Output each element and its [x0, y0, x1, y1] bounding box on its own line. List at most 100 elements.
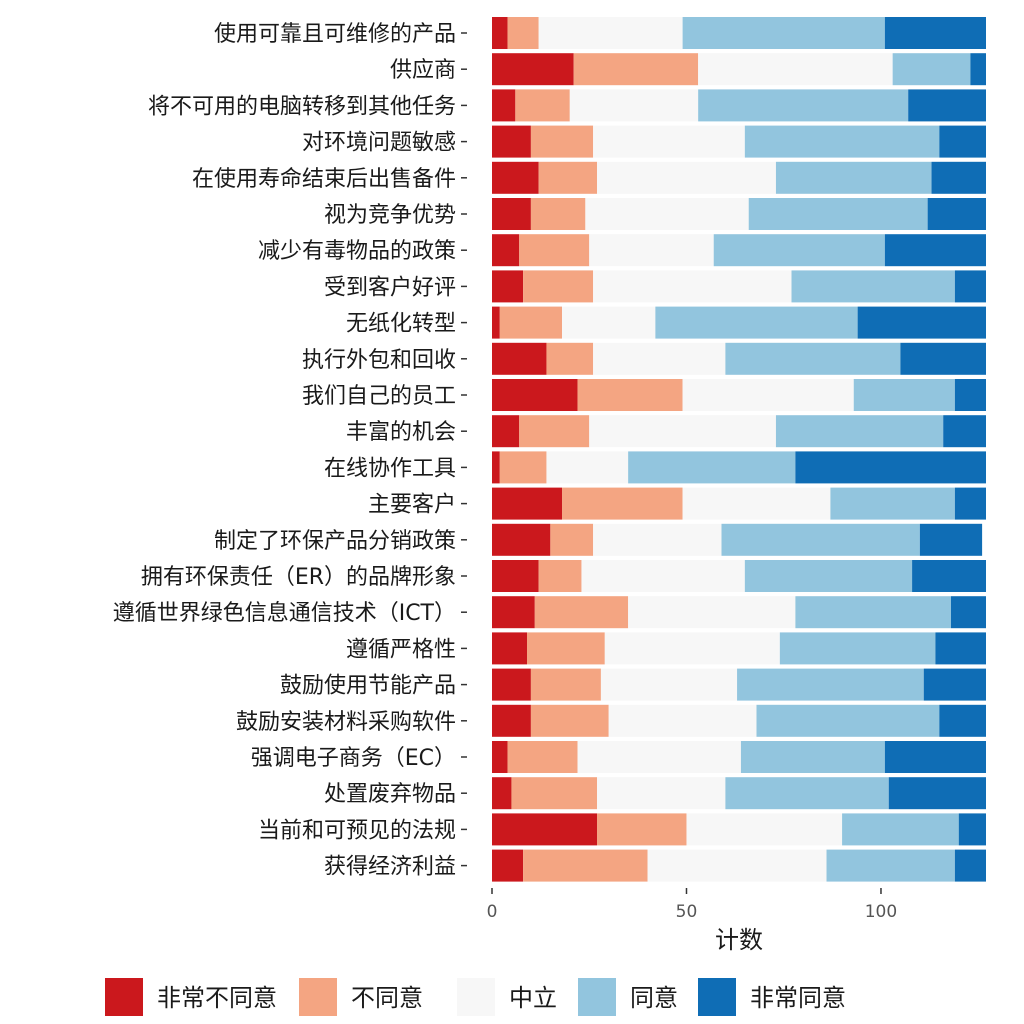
bar-segment	[698, 89, 909, 122]
bar-segment	[597, 161, 776, 194]
category-label: 拥有环保责任（ER）的品牌形象	[141, 565, 456, 590]
legend-swatch	[299, 978, 337, 1016]
bar-segment	[857, 306, 986, 339]
bar-segment	[740, 741, 885, 773]
bar-segment	[853, 379, 955, 411]
bar-segment	[647, 849, 827, 882]
category-label: 获得经济利益	[324, 855, 456, 880]
legend-swatch	[457, 978, 495, 1016]
legend-swatch	[698, 978, 736, 1016]
category-label: 使用可靠且可维修的产品	[214, 22, 456, 47]
bar-segment	[888, 777, 986, 810]
bar-segment	[492, 451, 500, 484]
bar-segment	[927, 198, 986, 230]
bar-segment	[492, 53, 574, 86]
bar-segment	[795, 596, 951, 629]
bar-segment	[884, 17, 986, 49]
bar-segment	[628, 451, 796, 484]
x-tick-label: 100	[865, 902, 897, 922]
bar-segment	[737, 668, 924, 701]
bar-segment	[530, 198, 586, 230]
category-label: 鼓励使用节能产品	[280, 674, 456, 699]
legend-swatch	[105, 978, 143, 1016]
bar-segment	[492, 596, 535, 629]
category-label: 当前和可预见的法规	[258, 818, 456, 843]
bar-segment	[530, 704, 609, 737]
bar-segment	[698, 53, 893, 86]
category-labels: 使用可靠且可维修的产品供应商将不可用的电脑转移到其他任务对环境问题敏感在使用寿命…	[113, 22, 456, 880]
bar-segment	[492, 777, 512, 810]
category-label: 我们自己的员工	[302, 384, 456, 409]
bars-layer	[492, 17, 986, 882]
bar-segment	[597, 777, 726, 810]
bar-segment	[756, 704, 940, 737]
bar-segment	[775, 415, 944, 448]
bar-segment	[748, 198, 928, 230]
bar-segment	[492, 379, 578, 411]
bar-segment	[593, 523, 722, 556]
bar-segment	[562, 487, 683, 520]
bar-segment	[725, 342, 901, 375]
bar-segment	[593, 125, 745, 158]
bar-segment	[519, 415, 590, 448]
legend-label: 非常不同意	[157, 984, 277, 1012]
bar-segment	[884, 741, 986, 773]
bar-segment	[600, 668, 738, 701]
category-label: 遵循严格性	[346, 637, 456, 662]
bar-segment	[795, 451, 986, 484]
bar-segment	[900, 342, 986, 375]
bar-segment	[744, 125, 940, 158]
bar-segment	[546, 451, 629, 484]
bar-segment	[826, 849, 955, 882]
category-label: 将不可用的电脑转移到其他任务	[148, 94, 456, 119]
bar-segment	[939, 704, 986, 737]
legend-label: 中立	[509, 984, 557, 1012]
bar-segment	[935, 632, 986, 665]
bar-segment	[492, 89, 516, 122]
bar-segment	[919, 523, 983, 556]
legend: 非常不同意 不同意 中立 同意 非常同意	[105, 978, 846, 1016]
bar-segment	[492, 523, 551, 556]
bar-segment	[970, 53, 986, 86]
bar-segment	[492, 487, 563, 520]
bar-segment	[954, 849, 986, 882]
bar-segment	[608, 704, 757, 737]
bar-segment	[585, 198, 749, 230]
bar-segment	[523, 849, 648, 882]
category-label: 减少有毒物品的政策	[258, 239, 456, 264]
bar-segment	[492, 668, 531, 701]
bar-segment	[492, 198, 531, 230]
bar-segment	[492, 17, 508, 49]
bar-segment	[577, 741, 741, 773]
category-label: 处置废弃物品	[324, 782, 456, 807]
category-label: 遵循世界绿色信息通信技术（ICT）	[113, 601, 456, 626]
bar-segment	[530, 668, 601, 701]
legend-swatch	[578, 978, 616, 1016]
bar-segment	[830, 487, 955, 520]
bar-segment	[791, 270, 955, 303]
bar-segment	[954, 270, 986, 303]
bar-segment	[931, 161, 986, 194]
bar-segment	[562, 306, 656, 339]
bar-segment	[492, 234, 520, 267]
bar-segment	[682, 379, 854, 411]
bar-segment	[725, 777, 889, 810]
category-label: 制定了环保产品分销政策	[214, 529, 456, 554]
category-label: 供应商	[390, 58, 456, 83]
bar-segment	[682, 17, 885, 49]
bar-segment	[492, 342, 547, 375]
bar-segment	[546, 342, 594, 375]
bar-segment	[507, 741, 578, 773]
category-label: 鼓励安装材料采购软件	[236, 710, 456, 735]
bar-segment	[492, 704, 531, 737]
bar-segment	[499, 306, 563, 339]
category-label: 受到客户好评	[324, 275, 456, 300]
bar-segment	[492, 161, 539, 194]
bar-segment	[523, 270, 594, 303]
bar-segment	[628, 596, 796, 629]
category-label: 对环境问题敏感	[302, 131, 456, 156]
category-label: 主要客户	[368, 493, 456, 518]
bar-segment	[569, 89, 699, 122]
bar-segment	[530, 125, 594, 158]
